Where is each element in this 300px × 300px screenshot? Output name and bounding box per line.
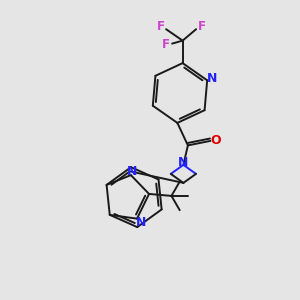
Text: F: F xyxy=(197,20,206,33)
Text: N: N xyxy=(136,216,147,229)
Text: N: N xyxy=(127,165,137,178)
Text: F: F xyxy=(161,38,169,51)
Text: F: F xyxy=(157,20,165,33)
Text: O: O xyxy=(211,134,221,147)
Text: N: N xyxy=(207,72,217,85)
Text: N: N xyxy=(178,156,188,169)
